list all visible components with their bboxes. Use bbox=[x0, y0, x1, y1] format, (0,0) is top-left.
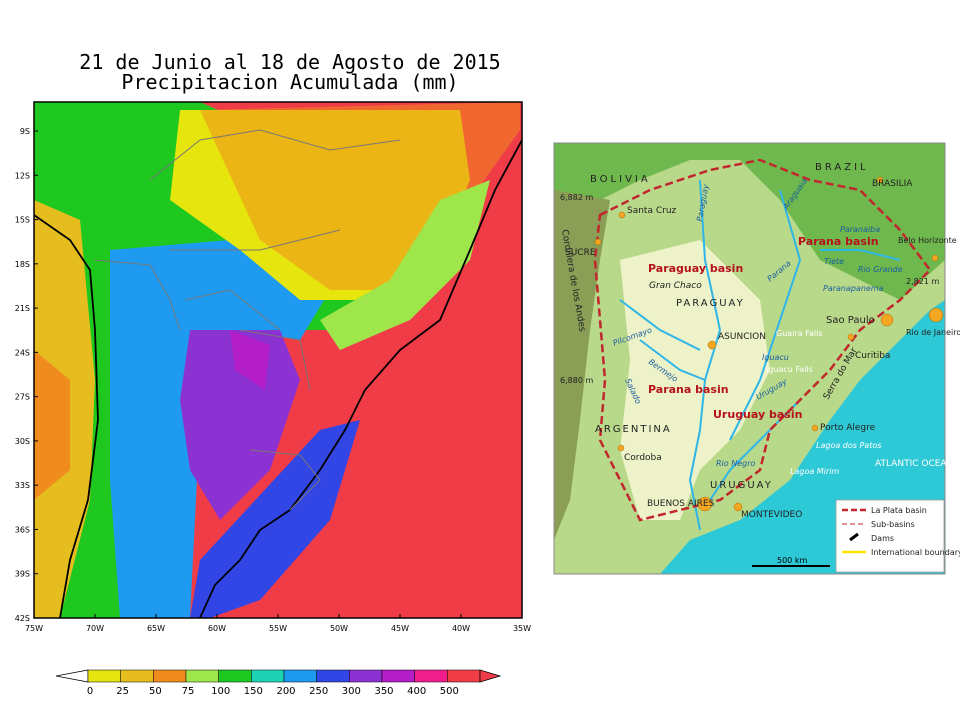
river-rio-grande: Rio Grande bbox=[858, 265, 903, 274]
city-sucre: SUCRE bbox=[565, 248, 596, 258]
colorbar-label: 300 bbox=[342, 686, 361, 697]
lat-tick-label: 39S bbox=[15, 570, 30, 579]
label-paraguay: PARAGUAY bbox=[676, 298, 745, 309]
precip-band-orange bbox=[200, 102, 520, 290]
colorbar-label: 100 bbox=[211, 686, 230, 697]
legend-sub-basins: Sub-basins bbox=[871, 520, 915, 529]
feature-atlantic-ocean: ATLANTIC OCEAN bbox=[875, 459, 953, 469]
label-uruguay: URUGUAY bbox=[710, 480, 773, 491]
lon-tick-label: 45W bbox=[391, 624, 409, 633]
lon-tick-label: 40W bbox=[452, 624, 470, 633]
lat-tick-label: 33S bbox=[15, 481, 30, 490]
feature-iguacu-falls: Iguacu Falls bbox=[766, 365, 813, 374]
label-paraguay-basin: Paraguay basin bbox=[648, 262, 743, 275]
precip-band-lightgreen bbox=[320, 180, 490, 350]
label-brazil: BRAZIL bbox=[815, 162, 869, 173]
city-brasilia: BRASILIA bbox=[872, 179, 913, 189]
label-parana-basin-lower: Parana basin bbox=[648, 383, 729, 396]
lon-tick-label: 60W bbox=[208, 624, 226, 633]
city-santa-cruz: Santa Cruz bbox=[627, 206, 677, 216]
scale-label: 500 km bbox=[777, 556, 807, 565]
plata-legend: La Plata basin Sub-basins Dams Internati… bbox=[835, 499, 960, 573]
lon-tick-label: 55W bbox=[269, 624, 287, 633]
feature-lagoa-dos-patos: Lagoa dos Patos bbox=[816, 441, 881, 450]
lon-tick-label: 65W bbox=[147, 624, 165, 633]
city-belo-horizonte: Belo Horizonte bbox=[898, 236, 957, 245]
lat-tick-label: 12S bbox=[15, 171, 30, 180]
longitude-ticks: 75W 70W 65W 60W 55W 50W 45W 40W 35W bbox=[25, 614, 531, 633]
colorbar-high-arrow bbox=[479, 669, 502, 683]
river-rio-negro: Rio Negro bbox=[716, 459, 755, 468]
colorbar-label: 500 bbox=[440, 686, 459, 697]
label-parana-basin-upper: Parana basin bbox=[798, 235, 879, 248]
lat-tick-label: 30S bbox=[15, 437, 30, 446]
latitude-ticks: 9S 12S 15S 18S 21S 24S 27S 30S 33S 36S 39S 42S bbox=[15, 127, 38, 623]
scale-bar: 500 km bbox=[752, 556, 830, 567]
lat-tick-label: 15S bbox=[15, 216, 30, 225]
lat-tick-label: 24S bbox=[15, 348, 30, 357]
highlands bbox=[554, 143, 945, 300]
colorbar-label: 150 bbox=[244, 686, 263, 697]
lat-tick-label: 9S bbox=[20, 127, 30, 136]
lat-tick-label: 42S bbox=[15, 614, 30, 623]
elevation-east: 2,821 m bbox=[906, 277, 939, 286]
lon-tick-label: 70W bbox=[86, 624, 104, 633]
city-sao-paulo: Sao Paulo bbox=[826, 315, 875, 326]
river-paranaiba: Paranaiba bbox=[840, 225, 880, 234]
river-tiete: Tiete bbox=[824, 257, 844, 266]
la-plata-basin-boundary bbox=[593, 158, 932, 522]
river-iguacu: Iguacu bbox=[762, 353, 789, 362]
label-uruguay-basin: Uruguay basin bbox=[713, 408, 802, 421]
lat-tick-label: 36S bbox=[15, 525, 30, 534]
city-asuncion: ASUNCION bbox=[718, 332, 766, 342]
city-markers bbox=[594, 176, 944, 512]
lon-tick-label: 50W bbox=[330, 624, 348, 633]
feature-gran-chaco: Gran Chaco bbox=[649, 281, 702, 291]
plata-map-frame bbox=[553, 142, 946, 575]
city-curitiba: Curitiba bbox=[855, 351, 890, 361]
colorbar-label: 50 bbox=[149, 686, 162, 697]
lon-tick-label: 75W bbox=[25, 624, 43, 633]
precip-band-magenta bbox=[230, 330, 270, 390]
precip-map-title: 21 de Junio al 18 de Agosto de 2015 Prec… bbox=[60, 52, 520, 92]
lat-tick-label: 18S bbox=[15, 260, 30, 269]
city-cordoba: Cordoba bbox=[624, 453, 662, 463]
colorbar-label: 200 bbox=[276, 686, 295, 697]
lon-tick-label: 35W bbox=[513, 624, 531, 633]
city-montevideo: MONTEVIDEO bbox=[741, 510, 802, 520]
lat-tick-label: 21S bbox=[15, 304, 30, 313]
elevation-south: 6,880 m bbox=[560, 376, 593, 385]
coastline bbox=[34, 139, 522, 618]
country-borders bbox=[94, 129, 401, 511]
river-paranapanema: Paranapanema bbox=[823, 284, 884, 293]
feature-guaira-falls: Guaira Falls bbox=[776, 329, 823, 338]
city-porto-alegre: Porto Alegre bbox=[820, 423, 876, 433]
precip-band-purple bbox=[180, 330, 300, 520]
precip-band-pacific-orange bbox=[34, 350, 70, 500]
colorbar: 0 25 50 75 100 150 200 250 300 350 400 500 bbox=[55, 669, 502, 697]
colorbar-label: 75 bbox=[182, 686, 195, 697]
colorbar-label: 400 bbox=[407, 686, 426, 697]
basin-lowland bbox=[620, 240, 770, 520]
title-line-2: Precipitacion Acumulada (mm) bbox=[121, 70, 459, 94]
lat-tick-label: 27S bbox=[15, 393, 30, 402]
label-bolivia: BOLIVIA bbox=[590, 174, 651, 185]
label-argentina: ARGENTINA bbox=[595, 424, 672, 435]
feature-lagoa-mirim: Lagoa Mirim bbox=[790, 467, 839, 476]
elevation-north: 6,882 m bbox=[560, 193, 593, 202]
legend-la-plata: La Plata basin bbox=[871, 506, 927, 515]
colorbar-label: 0 bbox=[87, 686, 93, 697]
title-line-1: 21 de Junio al 18 de Agosto de 2015 bbox=[79, 50, 501, 74]
colorbar-label: 350 bbox=[374, 686, 393, 697]
legend-boundary: International boundary bbox=[871, 548, 960, 557]
colorbar-label: 250 bbox=[309, 686, 328, 697]
city-rio-de-janeiro: Rio de Janeiro bbox=[906, 328, 960, 337]
colorbar-label: 25 bbox=[116, 686, 129, 697]
legend-dams: Dams bbox=[871, 534, 894, 543]
city-buenos-aires: BUENOS AIRES bbox=[647, 499, 715, 509]
